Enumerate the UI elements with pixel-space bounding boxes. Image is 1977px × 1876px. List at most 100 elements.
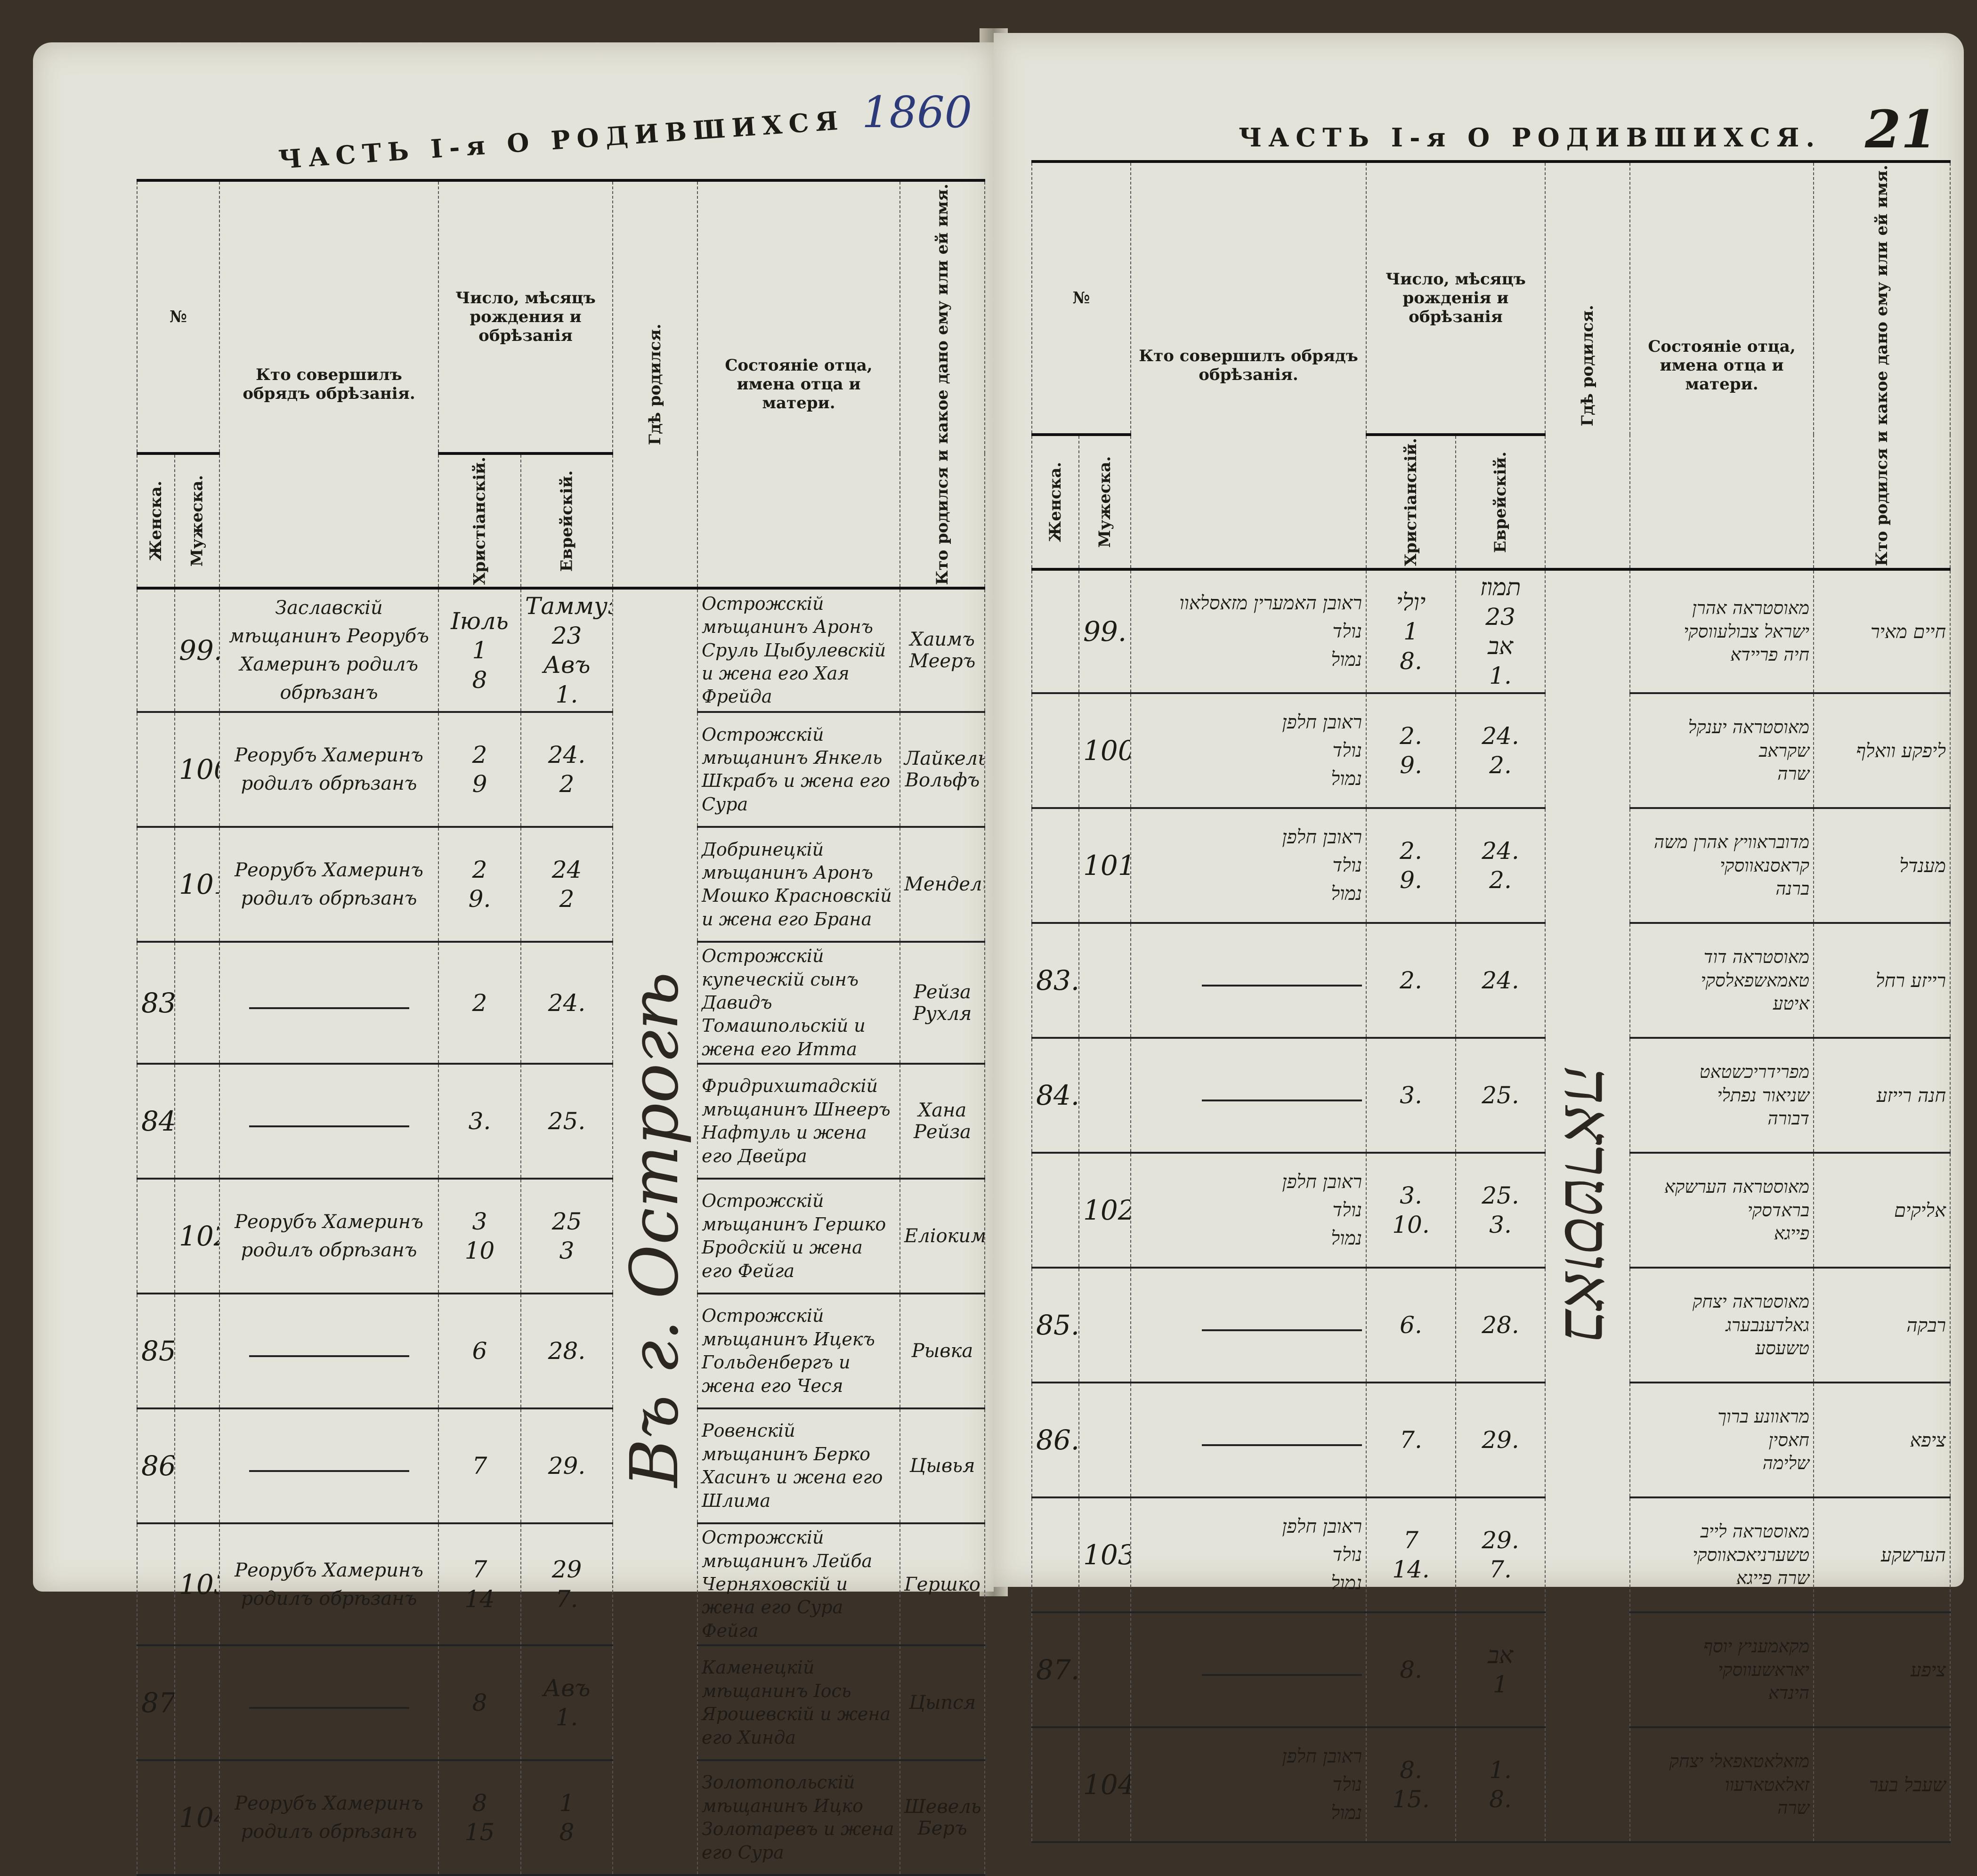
blank-dash xyxy=(1202,1444,1362,1447)
where-born-cell: באוסטראה xyxy=(1545,569,1631,1844)
circumciser: Реорубъ Хамеринъ родилъ обрѣзанъ xyxy=(219,1760,439,1876)
parents: מאוסטראה יצחק גאלדענבערג טשעסע xyxy=(1629,1268,1815,1384)
parents: Добринецкій мѣщанинъ Аронъ Мошко Краснов… xyxy=(697,827,900,943)
male-number: 103. xyxy=(1078,1497,1131,1614)
header-christian-date: Христіанскій. xyxy=(438,453,521,589)
blank-dash xyxy=(249,1007,409,1009)
page-title: ЧАСТЬ І-я О РОДИВШИХСЯ. xyxy=(1239,122,1822,153)
jewish-date: 24 2 xyxy=(520,827,613,943)
left-page: ЧАСТЬ І-я О РОДИВШИХСЯ 1860 № Кто соверши… xyxy=(33,42,994,1876)
jewish-date: Авъ 1. xyxy=(520,1645,613,1762)
christian-date: 7 xyxy=(438,1408,521,1525)
circumciser xyxy=(1130,1038,1367,1154)
table-row: 85. 6. 28. מאוסטראה יצחק גאלדענבערג טשעסע רב… xyxy=(1031,1268,1951,1384)
male-number: 99. xyxy=(1078,569,1131,695)
year-annotation: 1860 xyxy=(862,87,972,137)
christian-date: 2 9 xyxy=(438,712,521,828)
header-who-performed: Кто совершилъ обрядъ обрѣзанія. xyxy=(219,178,439,590)
header-child-name: Кто родился и какое дано ему или ей имя. xyxy=(1814,162,1951,570)
table-row: 86. 7. 29. מראוונע ברוך חאסין שלימה ציפא xyxy=(1031,1383,1951,1499)
birth-register-table: № Кто совершилъ обрядъ обрѣзанія. Число, м… xyxy=(137,178,985,1876)
christian-date: 3 10 xyxy=(438,1179,521,1295)
parents: Фридрихштадскій мѣщанинъ Шнееръ Нафтуль … xyxy=(697,1064,900,1180)
christian-date: 3. xyxy=(1366,1038,1456,1154)
jewish-date: 25. xyxy=(520,1064,613,1180)
jewish-date: אב 1 xyxy=(1455,1612,1546,1729)
child-name: Рывка xyxy=(899,1294,985,1410)
male-number: 101. xyxy=(174,827,220,943)
circumciser xyxy=(1130,1383,1367,1499)
christian-date: 8 xyxy=(438,1645,521,1762)
circumciser: ראובן חלפן נולד נמול xyxy=(1130,1727,1367,1844)
parents: מאוסטראה לייב טשערניאכאווסקי שרה פייגא xyxy=(1629,1497,1815,1614)
christian-date: 8 15 xyxy=(438,1760,521,1876)
table-row: 83. 2. 24. מאוסטראה דוד טאמאשפאלסקי איטע ריי… xyxy=(1031,923,1951,1039)
circumciser: Реорубъ Хамеринъ родилъ обрѣзанъ xyxy=(219,712,439,828)
jewish-date: 29. xyxy=(520,1408,613,1525)
header-female: Женска. xyxy=(137,453,175,589)
female-number xyxy=(137,712,175,828)
male-number xyxy=(174,1294,220,1410)
circumciser: ראובן חלפן נולד נמול xyxy=(1130,1497,1367,1614)
male-number xyxy=(174,1645,220,1762)
male-number: 102 xyxy=(174,1179,220,1295)
parents: מאוסטראה יענקל שקראב שרה xyxy=(1629,693,1815,809)
child-name: Хана Рейза xyxy=(899,1064,985,1180)
circumciser: Реорубъ Хамеринъ родилъ обрѣзанъ xyxy=(219,1179,439,1295)
jewish-date: 25. 3. xyxy=(1455,1153,1546,1269)
child-name: רייזע רחל xyxy=(1813,923,1951,1039)
parents: Каменецкій мѣщанинъ Іось Ярошевскій и же… xyxy=(697,1645,900,1762)
child-name: מענדל xyxy=(1813,808,1951,924)
christian-date: יולי 1 8. xyxy=(1366,569,1456,695)
blank-dash xyxy=(249,1470,409,1472)
table-row: 86. 729. Ровенскій мѣщанинъ Берко Хасинъ и… xyxy=(137,1408,985,1525)
male-number: 100 xyxy=(174,712,220,828)
jewish-date: 29 7. xyxy=(520,1523,613,1647)
male-number: 102. xyxy=(1078,1153,1131,1269)
where-born-annotation: באוסטראה xyxy=(1549,1066,1627,1342)
child-name: Цыпся xyxy=(899,1645,985,1762)
blank-dash xyxy=(249,1125,409,1128)
jewish-date: 24. 2 xyxy=(520,712,613,828)
female-number xyxy=(1031,1727,1079,1844)
blank-dash xyxy=(1202,1100,1362,1102)
header-where-born: Гдѣ родился. xyxy=(613,180,697,589)
christian-date: 2. xyxy=(1366,923,1456,1039)
christian-date: 3. xyxy=(438,1064,521,1180)
parents: מדובראוויץ אהרן משה קראסנאווסקי ברנה xyxy=(1629,808,1815,924)
circumciser xyxy=(1130,1612,1367,1729)
parents: Золотопольскій мѣщанинъ Ицко Золотаревъ … xyxy=(697,1760,900,1876)
christian-date: 3. 10. xyxy=(1366,1153,1456,1269)
male-number xyxy=(174,1408,220,1525)
blank-dash xyxy=(1202,1329,1362,1332)
blank-dash xyxy=(249,1707,409,1709)
table-row: 84. 3.25. Фридрихштадскій мѣщанинъ Шнееръ … xyxy=(137,1064,985,1180)
circumciser xyxy=(219,1645,439,1762)
page-title: ЧАСТЬ І-я О РОДИВШИХСЯ xyxy=(277,105,846,175)
parents: Ровенскій мѣщанинъ Берко Хасинъ и жена е… xyxy=(697,1408,900,1525)
blank-dash xyxy=(249,1355,409,1358)
jewish-date: Таммузъ 23 Авъ 1. xyxy=(520,588,613,713)
female-number: 87. xyxy=(137,1645,175,1762)
male-number: 104. xyxy=(1078,1727,1131,1844)
header-jewish-date: Еврейскій. xyxy=(1456,435,1546,570)
header-number: № xyxy=(137,178,220,455)
jewish-date: 29. 7. xyxy=(1455,1497,1546,1614)
christian-date: 6. xyxy=(1366,1268,1456,1384)
female-number: 83. xyxy=(1031,923,1079,1039)
circumciser: Реорубъ Хамеринъ родилъ обрѣзанъ xyxy=(219,827,439,943)
male-number: 104. xyxy=(174,1760,220,1876)
child-name: ציפא xyxy=(1813,1383,1951,1499)
header-who-performed: Кто совершилъ обрядъ обрѣзанія. xyxy=(1130,160,1367,571)
child-name: ציפע xyxy=(1813,1612,1951,1729)
header-parents: Состояніе отца, имена отца и матери. xyxy=(697,178,900,590)
where-born-cell: Въ г. Острогѣ xyxy=(612,588,698,1876)
header-child-name: Кто родился и какое дано ему или ей имя. xyxy=(900,180,985,589)
christian-date: 2. 9. xyxy=(1366,693,1456,809)
